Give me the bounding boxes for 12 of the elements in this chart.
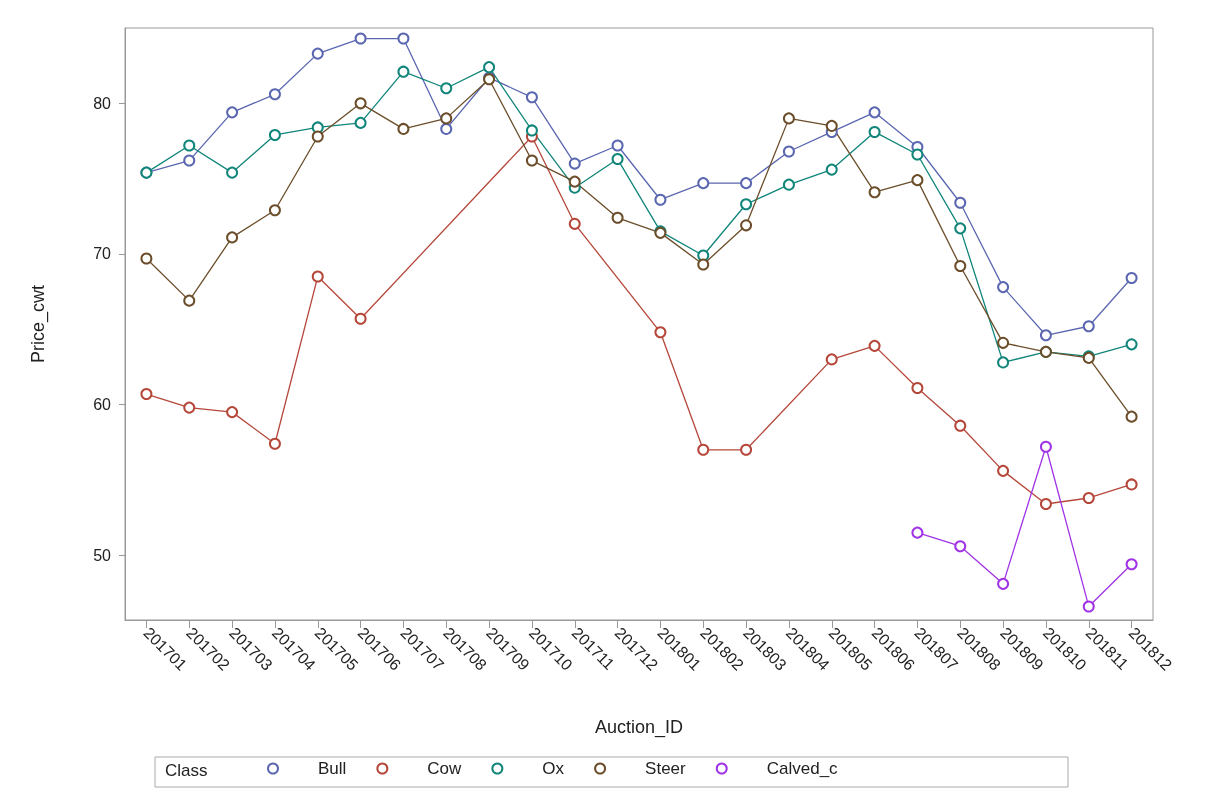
y-tick-label: 60 bbox=[93, 396, 112, 414]
y-tick-label: 80 bbox=[93, 94, 112, 112]
legend-label: Ox bbox=[542, 759, 565, 778]
y-tick-label: 70 bbox=[93, 245, 112, 263]
legend-title: Class bbox=[165, 761, 208, 780]
legend-label: Bull bbox=[318, 759, 347, 778]
legend-label: Steer bbox=[645, 759, 687, 778]
y-axis-title: Price_cwt bbox=[28, 284, 49, 364]
y-tick-label: 50 bbox=[93, 546, 112, 564]
x-axis-title: Auction_ID bbox=[594, 717, 684, 738]
legend-label: Calved_c bbox=[766, 759, 839, 778]
legend-label: Cow bbox=[427, 759, 463, 778]
